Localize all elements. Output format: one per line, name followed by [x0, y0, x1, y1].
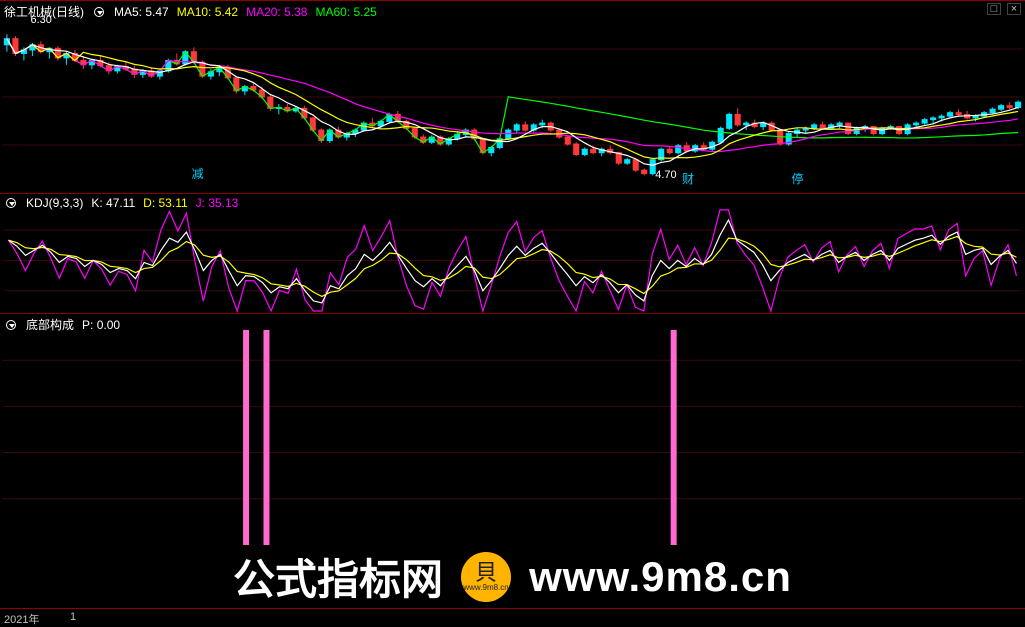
- svg-text:财: 财: [682, 172, 694, 186]
- kdj-title: KDJ(9,3,3): [26, 196, 83, 210]
- stock-title: 徐工机械(日线): [4, 3, 84, 20]
- time-axis: 2021年 1: [0, 608, 1025, 626]
- window-controls: □ ×: [987, 3, 1021, 15]
- chevron-down-icon[interactable]: [6, 320, 16, 330]
- chevron-down-icon[interactable]: [94, 7, 104, 17]
- svg-text:停: 停: [792, 172, 804, 186]
- kdj-panel[interactable]: KDJ(9,3,3) K: 47.11 D: 53.11 J: 35.13: [0, 193, 1025, 313]
- kdj-d-label: D: 53.11: [143, 196, 187, 210]
- watermark-logo-icon: 貝 www.9m8.cn: [461, 552, 511, 602]
- bottom-indicator-panel[interactable]: 底部构成 P: 0.00: [0, 313, 1025, 545]
- bottom-title: 底部构成: [26, 316, 74, 333]
- kdj-chart: [0, 194, 1025, 313]
- ma5-label: MA5: 5.47: [114, 5, 169, 19]
- restore-icon[interactable]: □: [987, 3, 1001, 15]
- kdj-j-label: J: 35.13: [196, 196, 239, 210]
- bottom-indicator-chart: [0, 314, 1025, 545]
- svg-text:减: 减: [192, 167, 204, 181]
- time-axis-label: 2021年: [4, 611, 39, 627]
- watermark-text-cn: 公式指标网: [233, 546, 443, 607]
- bottom-p-label: P: 0.00: [82, 318, 120, 332]
- kdj-header: KDJ(9,3,3) K: 47.11 D: 53.11 J: 35.13: [4, 196, 238, 210]
- close-icon[interactable]: ×: [1007, 3, 1021, 15]
- ma10-label: MA10: 5.42: [177, 5, 238, 19]
- candlestick-chart: 6.304.70减财停: [0, 1, 1025, 193]
- svg-text:4.70: 4.70: [655, 169, 676, 181]
- time-axis-label: 1: [70, 611, 76, 623]
- ma60-label: MA60: 5.25: [315, 5, 376, 19]
- chevron-down-icon[interactable]: [6, 198, 16, 208]
- watermark-band: 公式指标网 貝 www.9m8.cn www.9m8.cn: [0, 545, 1025, 608]
- bottom-header: 底部构成 P: 0.00: [4, 316, 120, 333]
- watermark-url: www.9m8.cn: [529, 553, 792, 601]
- ma20-label: MA20: 5.38: [246, 5, 307, 19]
- candlestick-panel[interactable]: 徐工机械(日线) MA5: 5.47 MA10: 5.42 MA20: 5.38…: [0, 0, 1025, 193]
- kdj-k-label: K: 47.11: [91, 196, 135, 210]
- candle-header: 徐工机械(日线) MA5: 5.47 MA10: 5.42 MA20: 5.38…: [4, 3, 377, 20]
